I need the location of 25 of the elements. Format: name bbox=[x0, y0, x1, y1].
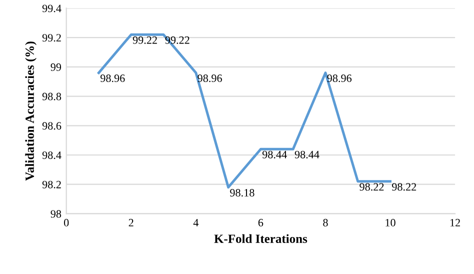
y-axis-title: Validation Accuracies (%) bbox=[25, 42, 36, 181]
data-label: 98.96 bbox=[100, 74, 125, 82]
y-tick-label: 98.8 bbox=[42, 92, 62, 100]
data-label: 98.22 bbox=[360, 183, 384, 191]
data-label: 98.44 bbox=[262, 150, 287, 158]
x-tick-label: 6 bbox=[258, 218, 264, 226]
data-label: 98.22 bbox=[392, 183, 416, 191]
x-tick-label: 12 bbox=[450, 218, 460, 226]
data-label: 99.22 bbox=[132, 36, 157, 44]
y-tick-label: 99 bbox=[50, 63, 62, 71]
data-label: 98.44 bbox=[294, 150, 320, 158]
y-tick-label: 99.4 bbox=[42, 4, 62, 12]
data-label: 98.18 bbox=[230, 189, 254, 197]
y-tick-label: 98 bbox=[50, 210, 62, 218]
y-tick-label: 99.2 bbox=[42, 34, 61, 42]
x-axis-title: K-Fold Iterations bbox=[214, 234, 308, 244]
x-tick-label: 10 bbox=[386, 218, 396, 226]
x-tick-label: 8 bbox=[323, 218, 328, 226]
y-tick-label: 98.4 bbox=[42, 151, 62, 160]
x-tick-label: 2 bbox=[128, 218, 134, 226]
y-tick-label: 98.6 bbox=[42, 122, 62, 130]
line-series bbox=[98, 33, 392, 189]
y-tick-label: 98.2 bbox=[42, 180, 61, 188]
x-tick-label: 4 bbox=[193, 218, 199, 226]
x-tick-label: 0 bbox=[64, 218, 69, 226]
